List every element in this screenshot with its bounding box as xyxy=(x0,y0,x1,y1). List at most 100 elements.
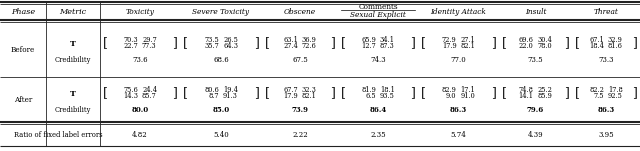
Text: 3.95: 3.95 xyxy=(598,131,614,139)
Text: After: After xyxy=(14,95,32,103)
Text: 74.3: 74.3 xyxy=(370,56,386,64)
Text: [: [ xyxy=(575,87,580,100)
Text: ]: ] xyxy=(172,87,177,100)
Text: Obscene: Obscene xyxy=(284,8,316,16)
Text: [: [ xyxy=(103,37,108,50)
Text: 22.7: 22.7 xyxy=(124,42,138,50)
Text: 77.0: 77.0 xyxy=(451,56,467,64)
Text: 82.1: 82.1 xyxy=(461,42,476,50)
Text: 34.1: 34.1 xyxy=(380,35,395,43)
Text: 25.2: 25.2 xyxy=(538,85,552,93)
Text: 67.5: 67.5 xyxy=(292,56,308,64)
Text: ]: ] xyxy=(632,37,637,50)
Text: 93.5: 93.5 xyxy=(380,93,395,101)
Text: ]: ] xyxy=(330,87,335,100)
Text: 91.0: 91.0 xyxy=(461,93,476,101)
Text: 32.9: 32.9 xyxy=(608,35,623,43)
Text: [: [ xyxy=(502,87,507,100)
Text: ]: ] xyxy=(330,37,335,50)
Text: ]: ] xyxy=(410,37,415,50)
Text: 5.40: 5.40 xyxy=(213,131,229,139)
Text: ]: ] xyxy=(172,37,177,50)
Text: 73.6: 73.6 xyxy=(132,56,148,64)
Text: Credibility: Credibility xyxy=(55,56,92,64)
Text: 77.3: 77.3 xyxy=(142,42,157,50)
Text: 86.4: 86.4 xyxy=(369,106,387,114)
Text: 18.4: 18.4 xyxy=(589,42,604,50)
Text: 7.5: 7.5 xyxy=(593,93,604,101)
Text: 36.9: 36.9 xyxy=(302,35,317,43)
Text: ]: ] xyxy=(410,87,415,100)
Text: [: [ xyxy=(421,87,426,100)
Text: 80.0: 80.0 xyxy=(131,106,148,114)
Text: [: [ xyxy=(502,37,507,50)
Text: 85.7: 85.7 xyxy=(142,93,157,101)
Text: 2.22: 2.22 xyxy=(292,131,308,139)
Text: ]: ] xyxy=(254,37,259,50)
Text: 82.9: 82.9 xyxy=(442,85,456,93)
Text: [: [ xyxy=(575,37,580,50)
Text: 73.5: 73.5 xyxy=(528,56,543,64)
Text: ]: ] xyxy=(564,87,569,100)
Text: 81.6: 81.6 xyxy=(608,42,623,50)
Text: 67.7: 67.7 xyxy=(284,85,298,93)
Text: 8.7: 8.7 xyxy=(209,93,219,101)
Text: 73.9: 73.9 xyxy=(291,106,308,114)
Text: [: [ xyxy=(341,37,346,50)
Text: [: [ xyxy=(103,87,108,100)
Text: 67.1: 67.1 xyxy=(589,35,604,43)
Text: 30.4: 30.4 xyxy=(538,35,552,43)
Text: 14.3: 14.3 xyxy=(123,93,138,101)
Text: ]: ] xyxy=(491,87,496,100)
Text: 78.0: 78.0 xyxy=(538,42,552,50)
Text: Toxicity: Toxicity xyxy=(125,8,154,16)
Text: 12.7: 12.7 xyxy=(361,42,376,50)
Text: 64.3: 64.3 xyxy=(223,42,238,50)
Text: Severe Toxicity: Severe Toxicity xyxy=(193,8,250,16)
Text: 29.7: 29.7 xyxy=(142,35,157,43)
Text: 14.1: 14.1 xyxy=(518,93,534,101)
Text: 80.6: 80.6 xyxy=(204,85,219,93)
Text: 73.5: 73.5 xyxy=(204,35,219,43)
Text: 4.82: 4.82 xyxy=(132,131,148,139)
Text: 4.39: 4.39 xyxy=(528,131,543,139)
Text: 17.9: 17.9 xyxy=(442,42,456,50)
Text: 9.0: 9.0 xyxy=(446,93,456,101)
Text: 35.7: 35.7 xyxy=(204,42,219,50)
Text: [: [ xyxy=(265,87,270,100)
Text: 73.3: 73.3 xyxy=(598,56,614,64)
Text: 22.0: 22.0 xyxy=(519,42,534,50)
Text: 70.3: 70.3 xyxy=(124,35,138,43)
Text: 87.3: 87.3 xyxy=(380,42,395,50)
Text: T: T xyxy=(70,40,76,48)
Text: [: [ xyxy=(421,37,426,50)
Text: 82.2: 82.2 xyxy=(589,85,604,93)
Text: 85.9: 85.9 xyxy=(538,93,552,101)
Text: 69.6: 69.6 xyxy=(518,35,534,43)
Text: Threat: Threat xyxy=(593,8,618,16)
Text: Sexual Explicit: Sexual Explicit xyxy=(350,11,406,19)
Text: T: T xyxy=(70,90,76,98)
Text: ]: ] xyxy=(491,37,496,50)
Text: ]: ] xyxy=(564,37,569,50)
Text: 5.74: 5.74 xyxy=(451,131,467,139)
Text: 86.3: 86.3 xyxy=(450,106,467,114)
Text: 85.0: 85.0 xyxy=(212,106,230,114)
Text: [: [ xyxy=(341,87,346,100)
Text: ]: ] xyxy=(632,87,637,100)
Text: 75.6: 75.6 xyxy=(124,85,138,93)
Text: 92.5: 92.5 xyxy=(608,93,623,101)
Text: Before: Before xyxy=(11,45,35,53)
Text: 24.4: 24.4 xyxy=(142,85,157,93)
Text: 63.1: 63.1 xyxy=(283,35,298,43)
Text: 17.8: 17.8 xyxy=(608,85,623,93)
Text: 74.8: 74.8 xyxy=(518,85,534,93)
Text: Metric: Metric xyxy=(60,8,86,16)
Text: 72.6: 72.6 xyxy=(302,42,317,50)
Text: 72.9: 72.9 xyxy=(442,35,456,43)
Text: 18.1: 18.1 xyxy=(380,85,395,93)
Text: 17.1: 17.1 xyxy=(461,85,476,93)
Text: [: [ xyxy=(183,87,188,100)
Text: 19.4: 19.4 xyxy=(223,85,238,93)
Text: ]: ] xyxy=(254,87,259,100)
